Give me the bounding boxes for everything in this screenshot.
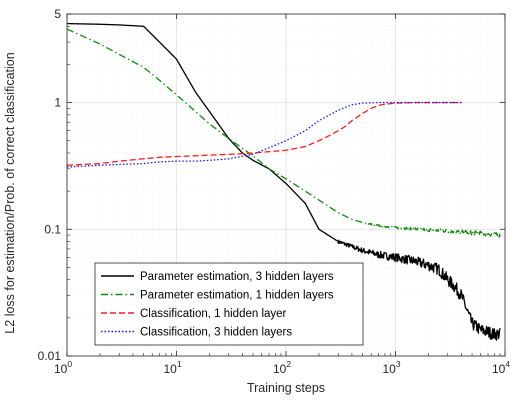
series-lines xyxy=(66,22,501,341)
y-tick-label: 1 xyxy=(54,96,61,110)
y-axis-label: L2 loss for estimation/Prob. of correct … xyxy=(3,52,17,333)
x-tick-label: 103 xyxy=(382,359,400,376)
legend-label: Classification, 1 hidden layer xyxy=(140,308,287,320)
legend-box xyxy=(94,262,364,346)
x-tick-label: 101 xyxy=(163,359,181,376)
x-tick-label: 102 xyxy=(273,359,291,376)
axis-ticks: 100 101 102 103 104 0.01 0.1 1 5 xyxy=(38,7,511,376)
x-tick-label: 104 xyxy=(492,359,510,376)
y-tick-label: 0.1 xyxy=(44,222,61,236)
y-tick-label: 5 xyxy=(54,7,61,21)
series-line-2 xyxy=(66,28,501,238)
legend: Parameter estimation, 3 hidden layers Par… xyxy=(94,262,364,346)
y-tick-label: 0.01 xyxy=(38,349,62,363)
x-tick-label: 100 xyxy=(54,359,72,376)
series-line-1 xyxy=(66,22,501,341)
series-line-3 xyxy=(66,101,462,166)
x-axis-label: Training steps xyxy=(247,381,325,395)
legend-label: Classification, 3 hidden layers xyxy=(140,327,292,339)
legend-label: Parameter estimation, 3 hidden layers xyxy=(140,271,334,283)
legend-label: Parameter estimation, 1 hidden layers xyxy=(140,290,334,302)
